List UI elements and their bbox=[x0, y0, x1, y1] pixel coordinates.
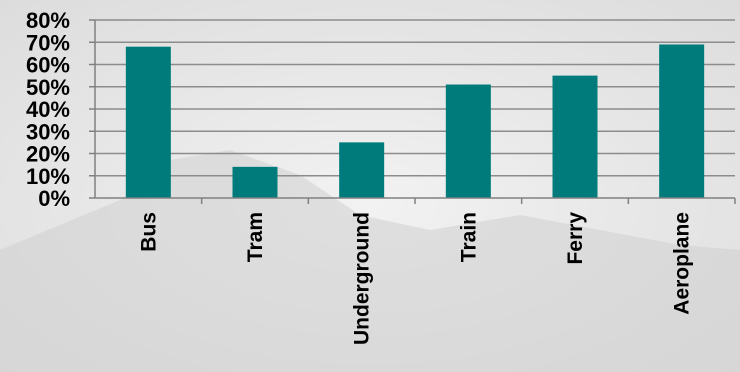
y-tick-label: 80% bbox=[26, 8, 70, 33]
y-tick-label: 70% bbox=[26, 30, 70, 55]
bars bbox=[125, 44, 705, 199]
y-tick-label: 0% bbox=[38, 186, 70, 211]
y-tick-label: 20% bbox=[26, 142, 70, 167]
x-tick-labels: Bus Tram Underground Train Ferry Aeroplane bbox=[137, 212, 693, 345]
y-tick-labels: 0%10%20%30%40%50%60%70%80% bbox=[26, 8, 70, 211]
axes bbox=[89, 19, 736, 204]
y-tick-label: 50% bbox=[26, 75, 70, 100]
bar-aeroplane bbox=[659, 44, 705, 198]
y-tick-label: 10% bbox=[26, 164, 70, 189]
x-tick-label: Train bbox=[457, 212, 480, 262]
bar-ferry bbox=[552, 75, 598, 198]
bar-bus bbox=[125, 46, 171, 199]
bar-underground bbox=[339, 142, 385, 198]
x-tick-label: Ferry bbox=[564, 212, 587, 265]
x-tick-label: Bus bbox=[137, 212, 160, 252]
x-tick-label: Aeroplane bbox=[671, 212, 694, 315]
y-tick-label: 30% bbox=[26, 119, 70, 144]
bar-tram bbox=[232, 166, 278, 198]
y-tick-label: 40% bbox=[26, 97, 70, 122]
x-tick-label: Tram bbox=[244, 212, 267, 262]
grid-lines bbox=[95, 19, 735, 177]
x-tick-label: Underground bbox=[351, 212, 374, 345]
bar-train bbox=[445, 84, 491, 198]
y-tick-label: 60% bbox=[26, 53, 70, 78]
background-watermark-mountains bbox=[0, 150, 740, 372]
